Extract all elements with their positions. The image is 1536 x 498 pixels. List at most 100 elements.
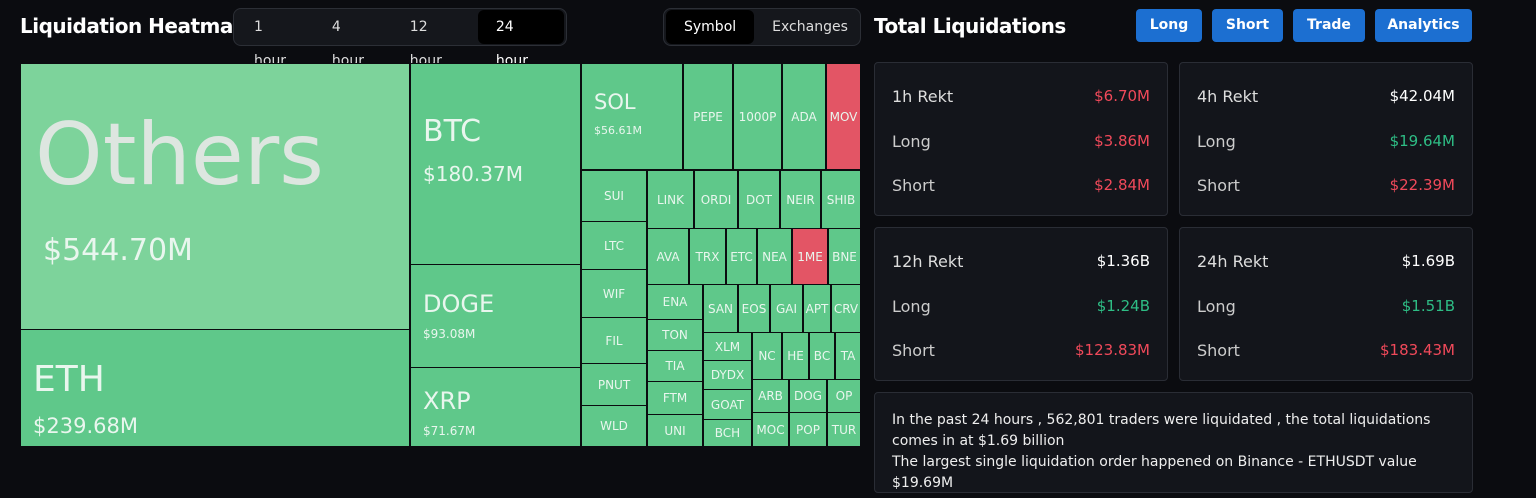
- card-row: Short $22.39M: [1197, 176, 1455, 195]
- heatmap-tile[interactable]: OP: [827, 379, 861, 413]
- heatmap-tile[interactable]: TON: [647, 319, 703, 351]
- heatmap-tile[interactable]: TUR: [827, 412, 861, 447]
- card-title: 4h Rekt: [1197, 87, 1259, 106]
- heatmap-tile[interactable]: BNE: [828, 228, 861, 285]
- heatmap-tile[interactable]: GAI: [770, 284, 803, 333]
- time-tab[interactable]: 1 hour: [254, 19, 287, 69]
- heatmap-tile[interactable]: DYDX: [703, 360, 752, 390]
- heatmap-tile[interactable]: PNUT: [581, 363, 647, 406]
- tile-label: TA: [840, 349, 856, 363]
- heatmap-tile[interactable]: PEPE: [683, 63, 733, 170]
- tile-label: POP: [796, 422, 820, 437]
- tile-label: DOT: [745, 192, 772, 207]
- tile-label: ARB: [758, 389, 783, 403]
- heatmap-tile[interactable]: TA: [835, 332, 861, 380]
- heatmap-title: Liquidation Heatmap: [20, 14, 247, 38]
- heatmap-tile[interactable]: ETH $239.68M: [20, 329, 410, 447]
- heatmap-tile[interactable]: APT: [803, 284, 831, 333]
- heatmap-tile[interactable]: TIA: [647, 350, 703, 382]
- heatmap-tile[interactable]: MOV: [826, 63, 861, 170]
- heatmap-tile[interactable]: FTM: [647, 381, 703, 415]
- tile-label: ETC: [730, 249, 753, 264]
- heatmap-tile[interactable]: HE: [782, 332, 809, 380]
- heatmap-tile[interactable]: LINK: [647, 170, 694, 229]
- nav-button[interactable]: Trade: [1293, 9, 1365, 42]
- tile-label: ORDI: [700, 192, 732, 207]
- heatmap-tile[interactable]: NEA: [757, 228, 792, 285]
- heatmap-tile[interactable]: WIF: [581, 269, 647, 318]
- nav-button[interactable]: Analytics: [1375, 9, 1472, 42]
- heatmap-tile[interactable]: ARB: [752, 379, 789, 413]
- tile-label: SAN: [707, 301, 734, 316]
- tile-label: CRV: [833, 301, 859, 316]
- card-total: $1.36B: [1096, 252, 1150, 270]
- time-tab[interactable]: 4 hour: [331, 19, 364, 69]
- heatmap-tile[interactable]: SOL $56.61M: [581, 63, 683, 170]
- heatmap-tile[interactable]: 1000P: [733, 63, 782, 170]
- heatmap-tile[interactable]: SAN: [703, 284, 738, 333]
- heatmap-tile[interactable]: ETC: [726, 228, 757, 285]
- heatmap-tile[interactable]: DOT: [738, 170, 780, 229]
- stat-card: 4h Rekt $42.04M Long $19.64M Short $22.39M: [1179, 62, 1473, 216]
- summary-card: In the past 24 hours , 562,801 traders w…: [874, 392, 1473, 493]
- nav-button[interactable]: Long: [1136, 9, 1202, 42]
- tile-label: WLD: [600, 419, 628, 433]
- view-tab[interactable]: Exchanges: [772, 19, 848, 35]
- heatmap-tile[interactable]: GOAT: [703, 389, 752, 420]
- tile-label: TON: [662, 328, 688, 342]
- heatmap-tile[interactable]: TRX: [689, 228, 726, 285]
- tile-label: ETH: [33, 359, 105, 400]
- heatmap-tile[interactable]: POP: [789, 412, 827, 447]
- heatmap-tile[interactable]: UNI: [647, 414, 703, 447]
- heatmap-tile[interactable]: SUI: [581, 170, 647, 222]
- tile-label: LTC: [603, 238, 625, 253]
- heatmap-tile[interactable]: XLM: [703, 332, 752, 361]
- heatmap-tile[interactable]: SHIB: [821, 170, 861, 229]
- heatmap-tile[interactable]: DOGE $93.08M: [410, 264, 581, 368]
- heatmap-tile[interactable]: WLD: [581, 405, 647, 447]
- heatmap-tile[interactable]: LTC: [581, 221, 647, 270]
- heatmap-tile[interactable]: Others $544.70M: [20, 63, 410, 330]
- row-label: Short: [892, 341, 935, 360]
- tile-label: TUR: [831, 422, 857, 437]
- summary-line: In the past 24 hours , 562,801 traders w…: [892, 412, 1431, 449]
- tile-label: DOG: [794, 389, 822, 403]
- row-value: $1.51B: [1401, 297, 1455, 315]
- card-row: Long $1.51B: [1197, 297, 1455, 316]
- heatmap-tile[interactable]: DOG: [789, 379, 827, 413]
- tile-label: SOL: [594, 90, 636, 114]
- tile-value: $180.37M: [423, 162, 523, 186]
- time-tab[interactable]: 12 hour: [409, 19, 442, 69]
- heatmap-tile[interactable]: MOC: [752, 412, 789, 447]
- time-tabs: 1 hour 4 hour 12 hour 24 hour: [233, 8, 567, 69]
- heatmap-tile[interactable]: ADA: [782, 63, 826, 170]
- tile-value: $56.61M: [594, 124, 642, 138]
- row-value: $19.64M: [1389, 132, 1455, 150]
- heatmap-tile[interactable]: AVA: [647, 228, 689, 285]
- heatmap-tile[interactable]: BCH: [703, 419, 752, 447]
- heatmap-tile[interactable]: EOS: [738, 284, 770, 333]
- heatmap-tile[interactable]: NC: [752, 332, 782, 380]
- time-tab[interactable]: 24 hour: [477, 10, 564, 69]
- heatmap-tile[interactable]: CRV: [831, 284, 861, 333]
- heatmap-tile[interactable]: BC: [809, 332, 835, 380]
- heatmap-tile[interactable]: ORDI: [694, 170, 738, 229]
- tile-label: LINK: [656, 192, 685, 207]
- row-value: $22.39M: [1389, 176, 1455, 194]
- row-label: Long: [1197, 132, 1236, 151]
- card-total: $42.04M: [1389, 87, 1455, 105]
- heatmap-tile[interactable]: FIL: [581, 317, 647, 364]
- heatmap-tile[interactable]: 1ME: [792, 228, 828, 285]
- heatmap-tile[interactable]: ENA: [647, 284, 703, 320]
- heatmap-tile[interactable]: BTC $180.37M: [410, 63, 581, 265]
- card-total: $6.70M: [1094, 87, 1150, 105]
- heatmap-tile[interactable]: NEIR: [780, 170, 821, 229]
- tile-label: 1000P: [738, 109, 777, 124]
- heatmap-tile[interactable]: XRP $71.67M: [410, 367, 581, 447]
- card-row: Long $1.24B: [892, 297, 1150, 316]
- tile-label: UNI: [664, 423, 686, 438]
- row-label: Short: [892, 176, 935, 195]
- view-tab[interactable]: Symbol: [666, 10, 755, 44]
- nav-button[interactable]: Short: [1212, 9, 1283, 42]
- view-tabs: Symbol Exchanges: [663, 8, 861, 46]
